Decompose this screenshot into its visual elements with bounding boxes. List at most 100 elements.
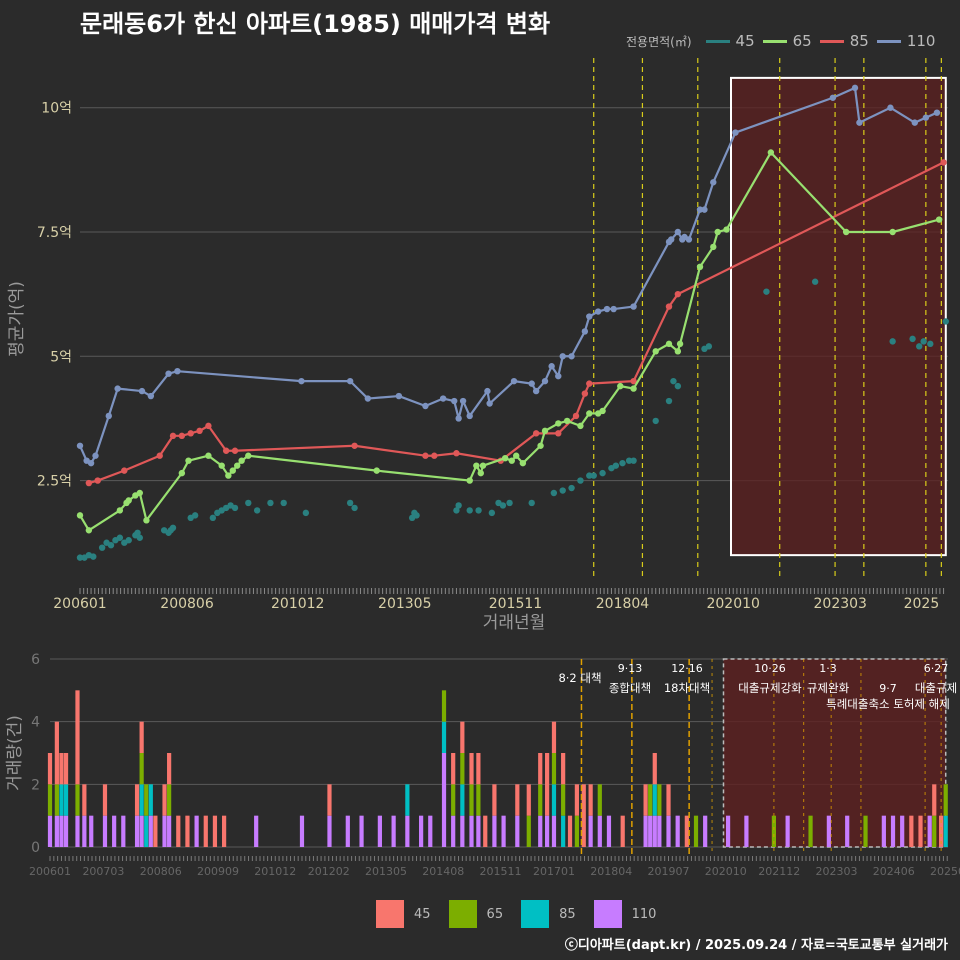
data-point-65 [519, 459, 527, 467]
data-point-65 [541, 427, 549, 435]
legend-box [376, 900, 404, 928]
data-point-110 [165, 370, 172, 377]
data-point-110 [451, 397, 458, 405]
bar-segment-45 [176, 815, 181, 847]
legend-bottom-item-85: 85 [521, 900, 576, 928]
data-point-85 [572, 412, 580, 420]
bar-segment-110 [545, 815, 550, 847]
bar-segment-110 [785, 815, 790, 847]
data-point-110 [76, 442, 84, 449]
bar-segment-65 [771, 815, 776, 847]
bar-segment-45 [63, 753, 69, 785]
bar-segment-45 [153, 815, 158, 847]
data-point-110 [174, 368, 181, 375]
data-point-65 [473, 462, 480, 469]
x-tick-label: 201804 [596, 596, 650, 612]
bar-segment-110 [703, 815, 708, 847]
bar-segment-45 [652, 753, 657, 785]
data-point-110 [455, 415, 462, 422]
data-point-65 [477, 469, 484, 477]
data-point-110 [581, 328, 589, 335]
data-point-110 [87, 459, 95, 467]
bar-segment-65 [597, 784, 602, 816]
bar-segment-110 [551, 815, 557, 847]
y-tick-label: 10억 [41, 101, 72, 117]
data-point-85 [665, 303, 673, 310]
bar-x-tick-label: 200601 [29, 865, 71, 878]
bar-segment-110 [501, 815, 506, 847]
data-point-45 [466, 507, 473, 514]
data-point-45 [455, 502, 462, 509]
data-point-110 [484, 387, 491, 395]
data-point-65 [225, 472, 232, 479]
bar-segment-65 [932, 815, 937, 847]
data-point-45 [488, 509, 496, 517]
bar-segment-65 [144, 784, 149, 816]
bar-segment-110 [469, 815, 474, 847]
bar-segment-85 [652, 784, 657, 816]
data-point-110 [701, 206, 708, 213]
x-tick-label: 200806 [160, 596, 214, 612]
data-point-110 [674, 228, 682, 236]
bar-segment-110 [606, 815, 612, 847]
data-point-45 [302, 509, 310, 517]
data-point-45 [528, 499, 535, 507]
data-point-45 [763, 288, 770, 295]
data-point-85 [431, 452, 438, 459]
legend-bottom-item-45: 45 [376, 900, 431, 928]
data-point-85 [169, 432, 177, 440]
data-point-65 [563, 417, 571, 425]
data-point-45 [475, 507, 482, 514]
data-point-65 [513, 452, 520, 459]
data-point-65 [586, 410, 593, 417]
data-point-65 [842, 228, 850, 236]
data-point-110 [668, 236, 675, 243]
bar-segment-65 [451, 784, 456, 816]
data-point-45 [612, 462, 620, 469]
data-point-85 [351, 442, 358, 449]
data-point-85 [674, 290, 682, 298]
data-point-85 [94, 477, 101, 484]
annotation-label: 8·2 대책 [558, 671, 601, 685]
bar-segment-45 [551, 721, 557, 753]
legend-label: 65 [792, 32, 812, 50]
bar-segment-65 [657, 784, 662, 816]
data-point-110 [92, 452, 99, 459]
bar-segment-45 [134, 784, 140, 816]
data-point-65 [696, 263, 704, 270]
bar-segment-65 [47, 784, 53, 816]
data-point-65 [205, 452, 212, 459]
bar-segment-65 [75, 784, 80, 816]
data-point-110 [555, 372, 562, 380]
data-point-45 [568, 484, 575, 492]
data-point-45 [209, 514, 217, 522]
data-point-65 [723, 226, 730, 233]
bar-segment-85 [59, 784, 64, 816]
x-tick-label: 202303 [814, 596, 867, 612]
bar-segment-65 [574, 815, 579, 847]
data-point-110 [851, 84, 859, 92]
data-point-65 [85, 527, 93, 534]
bar-y-tick-label: 2 [31, 777, 40, 793]
data-point-45 [599, 469, 606, 477]
legend-label: 45 [735, 32, 755, 50]
annotation-label: 대출규제 [915, 681, 957, 695]
bar-segment-110 [652, 815, 657, 847]
bar-segment-45 [909, 815, 914, 847]
data-point-65 [234, 462, 241, 469]
bar-segment-85 [441, 721, 447, 753]
bar-segment-45 [545, 753, 550, 816]
bar-segment-45 [212, 815, 218, 847]
data-point-65 [652, 348, 659, 355]
bar-segment-65 [526, 815, 531, 847]
data-point-85 [222, 447, 230, 454]
bar-segment-110 [75, 815, 80, 847]
data-point-65 [537, 442, 544, 449]
data-point-45 [136, 534, 143, 541]
bar-segment-45 [483, 815, 488, 847]
data-point-110 [559, 353, 566, 360]
data-point-45 [909, 335, 916, 343]
legend-bottom-item-65: 65 [448, 900, 503, 928]
footer-credit: ⓒ디아파트(dapt.kr) / 2025.09.24 / 자료=국토교통부 실… [564, 938, 948, 953]
bar-segment-85 [943, 815, 948, 847]
